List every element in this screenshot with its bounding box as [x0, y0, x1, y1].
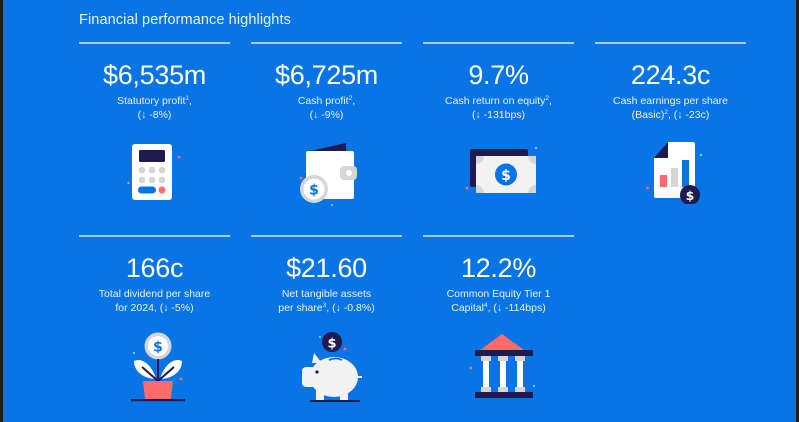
- label-text: Cash earnings per share: [613, 95, 728, 107]
- label-suffix: ,: [352, 95, 356, 107]
- metric-card-statutory-profit: $6,535m Statutory profit1, (↓ -8%): [79, 42, 230, 122]
- banknote-icon: $: [465, 143, 541, 195]
- footnote-marker: 2: [348, 95, 353, 102]
- divider: [251, 235, 402, 237]
- label-text: Net tangible assets: [281, 288, 372, 300]
- metric-label: Cash return on equity2, (↓ -131bps): [423, 94, 574, 122]
- calculator-icon: [127, 142, 187, 202]
- divider: [595, 42, 746, 44]
- metric-card-dividend: 166c Total dividend per share for 2024, …: [79, 235, 230, 315]
- metric-label: Cash profit2, (↓ -9%): [251, 94, 402, 122]
- footnote-marker: 1: [185, 95, 189, 102]
- metric-value: 9.7%: [468, 60, 529, 90]
- metric-card-cet1: 12.2% Common Equity Tier 1 Capital4, (↓ …: [423, 235, 574, 315]
- label-text: Common Equity Tier 1: [446, 288, 551, 300]
- metric-card-cash-eps: 224.3c Cash earnings per share (Basic)2,…: [595, 42, 746, 122]
- report-chart-icon: $: [644, 138, 714, 204]
- label-text: per share: [278, 302, 323, 314]
- svg-text:$: $: [309, 183, 319, 199]
- metric-card-cash-profit: $6,725m Cash profit2, (↓ -9%): [251, 42, 402, 122]
- metric-value: 224.3c: [630, 60, 711, 90]
- metric-card-nta: $21.60 Net tangible assets per share3, (…: [251, 235, 402, 315]
- footnote-marker: 3: [322, 302, 327, 309]
- label-text: Cash profit: [297, 95, 349, 107]
- label-text: Capital: [451, 302, 484, 314]
- metric-label: Statutory profit1, (↓ -8%): [79, 94, 230, 122]
- label-suffix: ,: [188, 95, 192, 107]
- label-text: Statutory profit: [117, 95, 186, 107]
- metric-card-cash-roe: 9.7% Cash return on equity2, (↓ -131bps): [423, 42, 574, 122]
- piggy-bank-icon: $: [292, 329, 368, 405]
- label-text: Total dividend per share: [98, 288, 211, 300]
- metric-label: Total dividend per share for 2024, (↓ -5…: [79, 287, 230, 315]
- metric-value: $21.60: [286, 253, 367, 283]
- highlights-panel: Financial performance highlights $6,535m…: [3, 0, 796, 422]
- svg-text:$: $: [501, 168, 511, 184]
- label-text: Cash return on equity: [445, 95, 546, 107]
- divider: [423, 235, 574, 237]
- metric-value: 166c: [125, 253, 184, 283]
- change-indicator: (↓ -8%): [137, 109, 172, 121]
- label-suffix: ,: [549, 95, 552, 107]
- money-plant-icon: $: [126, 329, 186, 405]
- svg-text:$: $: [686, 188, 695, 203]
- change-indicator: , (↓ -23c): [667, 109, 710, 121]
- footnote-marker: 2: [545, 95, 550, 102]
- footnote-marker: 2: [664, 109, 668, 116]
- change-indicator: (↓ -131bps): [471, 109, 526, 121]
- change-indicator: for 2024, (↓ -5%): [115, 302, 194, 314]
- divider: [79, 235, 230, 237]
- divider: [251, 42, 402, 44]
- svg-text:$: $: [327, 337, 336, 352]
- change-indicator: , (↓ -114bps): [487, 302, 546, 314]
- svg-text:$: $: [153, 340, 163, 356]
- wallet-icon: $: [296, 138, 366, 206]
- label-text: (Basic): [631, 109, 665, 121]
- section-title: Financial performance highlights: [79, 12, 291, 28]
- metric-label: Cash earnings per share (Basic)2, (↓ -23…: [595, 94, 746, 122]
- bank-building-icon: [464, 331, 540, 401]
- footnote-marker: 4: [483, 302, 488, 309]
- change-indicator: , (↓ -0.8%): [326, 302, 375, 314]
- metric-value: 12.2%: [460, 253, 537, 283]
- metric-label: Net tangible assets per share3, (↓ -0.8%…: [251, 287, 402, 315]
- divider: [423, 42, 574, 44]
- change-indicator: (↓ -9%): [309, 109, 344, 121]
- metric-label: Common Equity Tier 1 Capital4, (↓ -114bp…: [423, 287, 574, 315]
- metric-value: $6,535m: [103, 60, 206, 90]
- metric-value: $6,725m: [275, 60, 378, 90]
- divider: [79, 42, 230, 44]
